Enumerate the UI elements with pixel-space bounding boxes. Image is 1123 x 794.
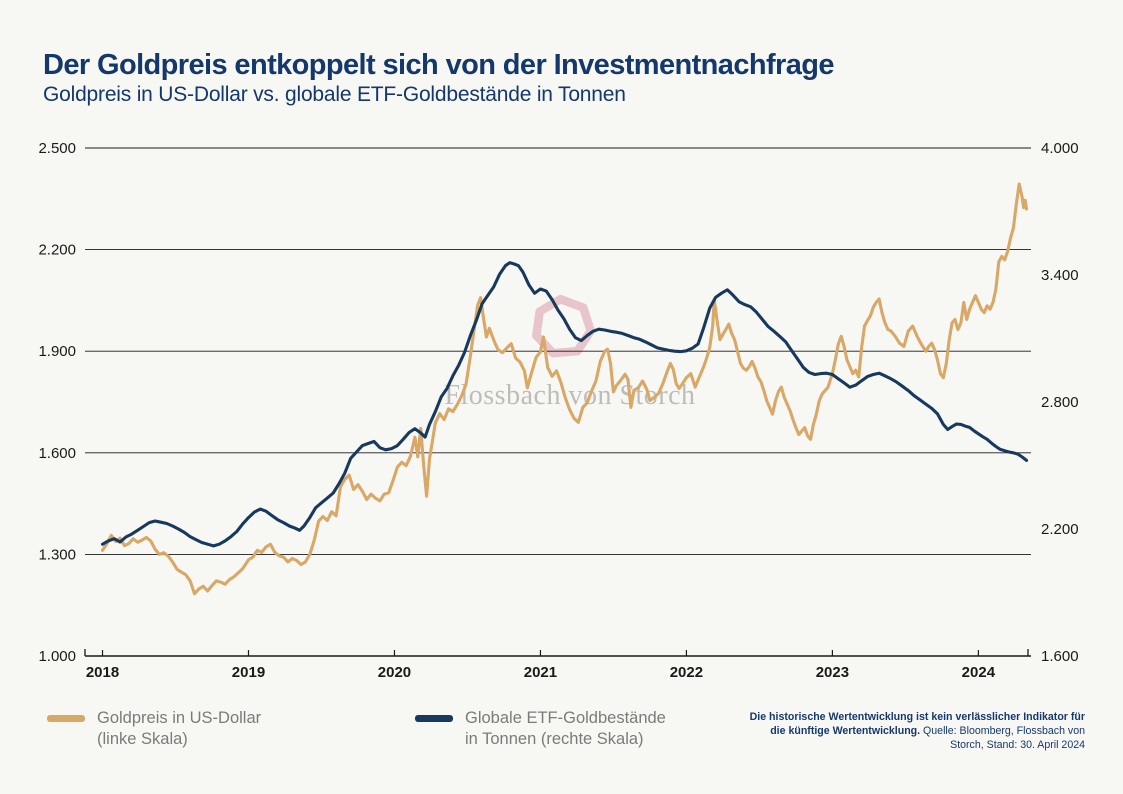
right-axis-tick-label: 1.600 bbox=[1041, 648, 1079, 665]
right-axis-tick-label: 2.200 bbox=[1041, 521, 1079, 538]
x-axis-tick-label: 2019 bbox=[232, 664, 265, 681]
gold-line bbox=[100, 182, 1029, 596]
left-axis-tick-label: 1.600 bbox=[38, 445, 76, 462]
x-axis-tick-label: 2023 bbox=[816, 664, 849, 681]
right-axis-tick-label: 3.400 bbox=[1041, 267, 1079, 284]
left-axis-tick-label: 1.300 bbox=[38, 546, 76, 563]
right-axis-tick-label: 2.800 bbox=[1041, 394, 1079, 411]
etf-line bbox=[100, 261, 1029, 548]
left-axis-tick-label: 2.500 bbox=[38, 140, 76, 157]
x-axis-tick-label: 2018 bbox=[86, 664, 119, 681]
right-axis-tick-label: 4.000 bbox=[1041, 140, 1079, 157]
flossbach-logo-ring-icon bbox=[532, 294, 595, 358]
left-axis-tick-label: 2.200 bbox=[38, 242, 76, 259]
left-axis-tick-label: 1.900 bbox=[38, 343, 76, 360]
x-axis-tick-label: 2024 bbox=[962, 664, 996, 681]
x-axis-tick-label: 2020 bbox=[378, 664, 411, 681]
left-axis-tick-label: 1.000 bbox=[38, 648, 76, 665]
x-axis-tick-label: 2022 bbox=[670, 664, 703, 681]
x-axis-tick-label: 2021 bbox=[524, 664, 557, 681]
